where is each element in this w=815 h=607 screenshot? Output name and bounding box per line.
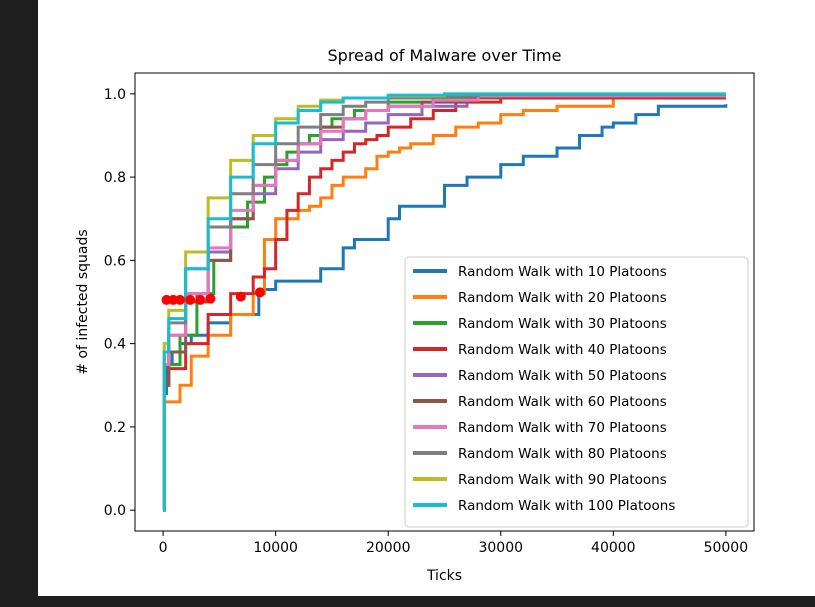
- series-line-2: [162, 96, 726, 512]
- legend-label: Random Walk with 20 Platoons: [458, 290, 667, 306]
- red-marker-point: [195, 294, 206, 305]
- plot-frame: [134, 72, 755, 532]
- y-axis-label: # of infected squads: [75, 229, 91, 374]
- series-line-4: [162, 96, 726, 512]
- x-tick-label: 20000: [366, 540, 411, 556]
- legend-label: Random Walk with 30 Platoons: [458, 316, 667, 332]
- legend-label: Random Walk with 80 Platoons: [458, 446, 667, 462]
- series-line-8: [162, 93, 726, 512]
- red-marker-point: [254, 287, 265, 298]
- series-line-10: [162, 92, 726, 512]
- legend-label: Random Walk with 40 Platoons: [458, 342, 667, 358]
- legend: Random Walk with 10 Platoons Random Walk …: [404, 256, 749, 528]
- series-line-7: [162, 94, 726, 512]
- figure-panel: Spread of Malware over Time Ticks # of i…: [38, 0, 815, 596]
- line-chart: Spread of Malware over Time Ticks # of i…: [75, 46, 755, 584]
- legend-label: Random Walk with 90 Platoons: [458, 472, 667, 488]
- x-tick-label: 50000: [704, 540, 749, 556]
- chart-title: Spread of Malware over Time: [328, 46, 562, 65]
- x-tick-label: 0: [159, 540, 168, 556]
- red-marker-point: [205, 293, 216, 304]
- y-tick-label: 0.6: [104, 253, 126, 269]
- x-tick-label: 40000: [591, 540, 636, 556]
- red-marker-point: [185, 294, 196, 305]
- legend-label: Random Walk with 60 Platoons: [458, 394, 667, 410]
- legend-label: Random Walk with 10 Platoons: [458, 264, 667, 280]
- legend-label: Random Walk with 100 Platoons: [458, 498, 675, 514]
- x-tick-label: 10000: [253, 540, 298, 556]
- y-tick-label: 0.0: [104, 503, 126, 519]
- x-tick-label: 30000: [478, 540, 523, 556]
- red-marker-point: [235, 291, 246, 302]
- y-tick-label: 0.4: [104, 337, 126, 353]
- red-marker-point: [175, 294, 186, 305]
- y-tick-label: 0.8: [104, 170, 126, 186]
- legend-box: [404, 256, 749, 528]
- y-tick-label: 1.0: [104, 87, 126, 103]
- legend-label: Random Walk with 50 Platoons: [458, 368, 667, 384]
- legend-label: Random Walk with 70 Platoons: [458, 420, 667, 436]
- x-axis-label: Ticks: [426, 568, 462, 584]
- y-tick-label: 0.2: [104, 420, 126, 436]
